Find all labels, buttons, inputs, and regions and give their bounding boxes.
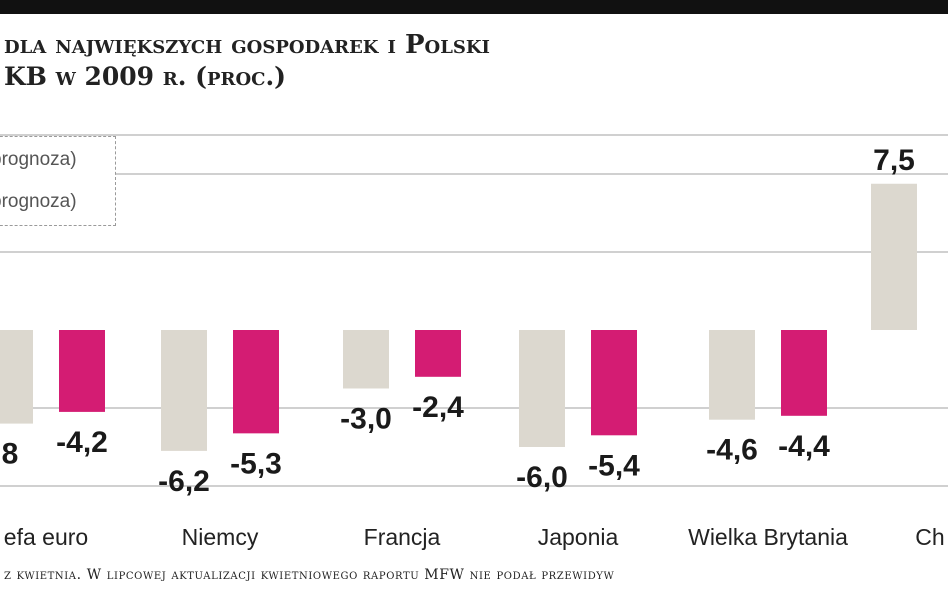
data-label-series-1-1: -6,2 [158,465,210,498]
bar-series-1-2 [343,330,389,389]
bar-series-1-3 [519,330,565,447]
category-label-1: Niemcy [182,524,259,550]
category-label-3: Japonia [538,524,619,550]
bar-series-1-4 [709,330,755,420]
legend: prognoza) prognoza) [0,136,116,226]
chart-subtitle: KB w 2009 r. (proc.) [4,62,286,91]
category-label-5: Ch [915,524,944,550]
bar-series-1-5 [871,183,917,330]
category-label-4: Wielka Brytania [688,524,848,550]
category-label-2: Francja [364,524,441,550]
category-label-0: efa euro [4,524,88,550]
bar-series-2-3 [591,330,637,436]
bar-series-2-0 [59,330,105,412]
data-label-series-2-0: -4,2 [56,426,108,459]
chart-title: dla największych gospodarek i Polski [4,30,490,60]
data-label-series-2-1: -5,3 [230,447,282,480]
data-label-series-2-2: -2,4 [412,391,464,424]
data-label-series-1-0: 8 [2,438,19,471]
legend-item-series-2: prognoza) [0,191,77,212]
data-label-series-2-4: -4,4 [778,430,830,463]
legend-item-series-1: prognoza) [0,149,77,170]
bar-series-2-4 [781,330,827,416]
bar-series-1-0 [0,330,33,424]
data-label-series-1-4: -4,6 [706,434,758,467]
bar-series-2-1 [233,330,279,434]
data-label-series-2-3: -5,4 [588,449,640,482]
data-label-series-1-2: -3,0 [340,403,392,436]
top-rule [0,0,948,14]
bar-series-2-2 [415,330,461,377]
bar-series-1-1 [161,330,207,451]
data-label-series-1-5: 7,5 [873,144,915,177]
data-label-series-1-3: -6,0 [516,461,568,494]
footnote: z kwietnia. W lipcowej aktualizacji kwie… [4,567,615,583]
